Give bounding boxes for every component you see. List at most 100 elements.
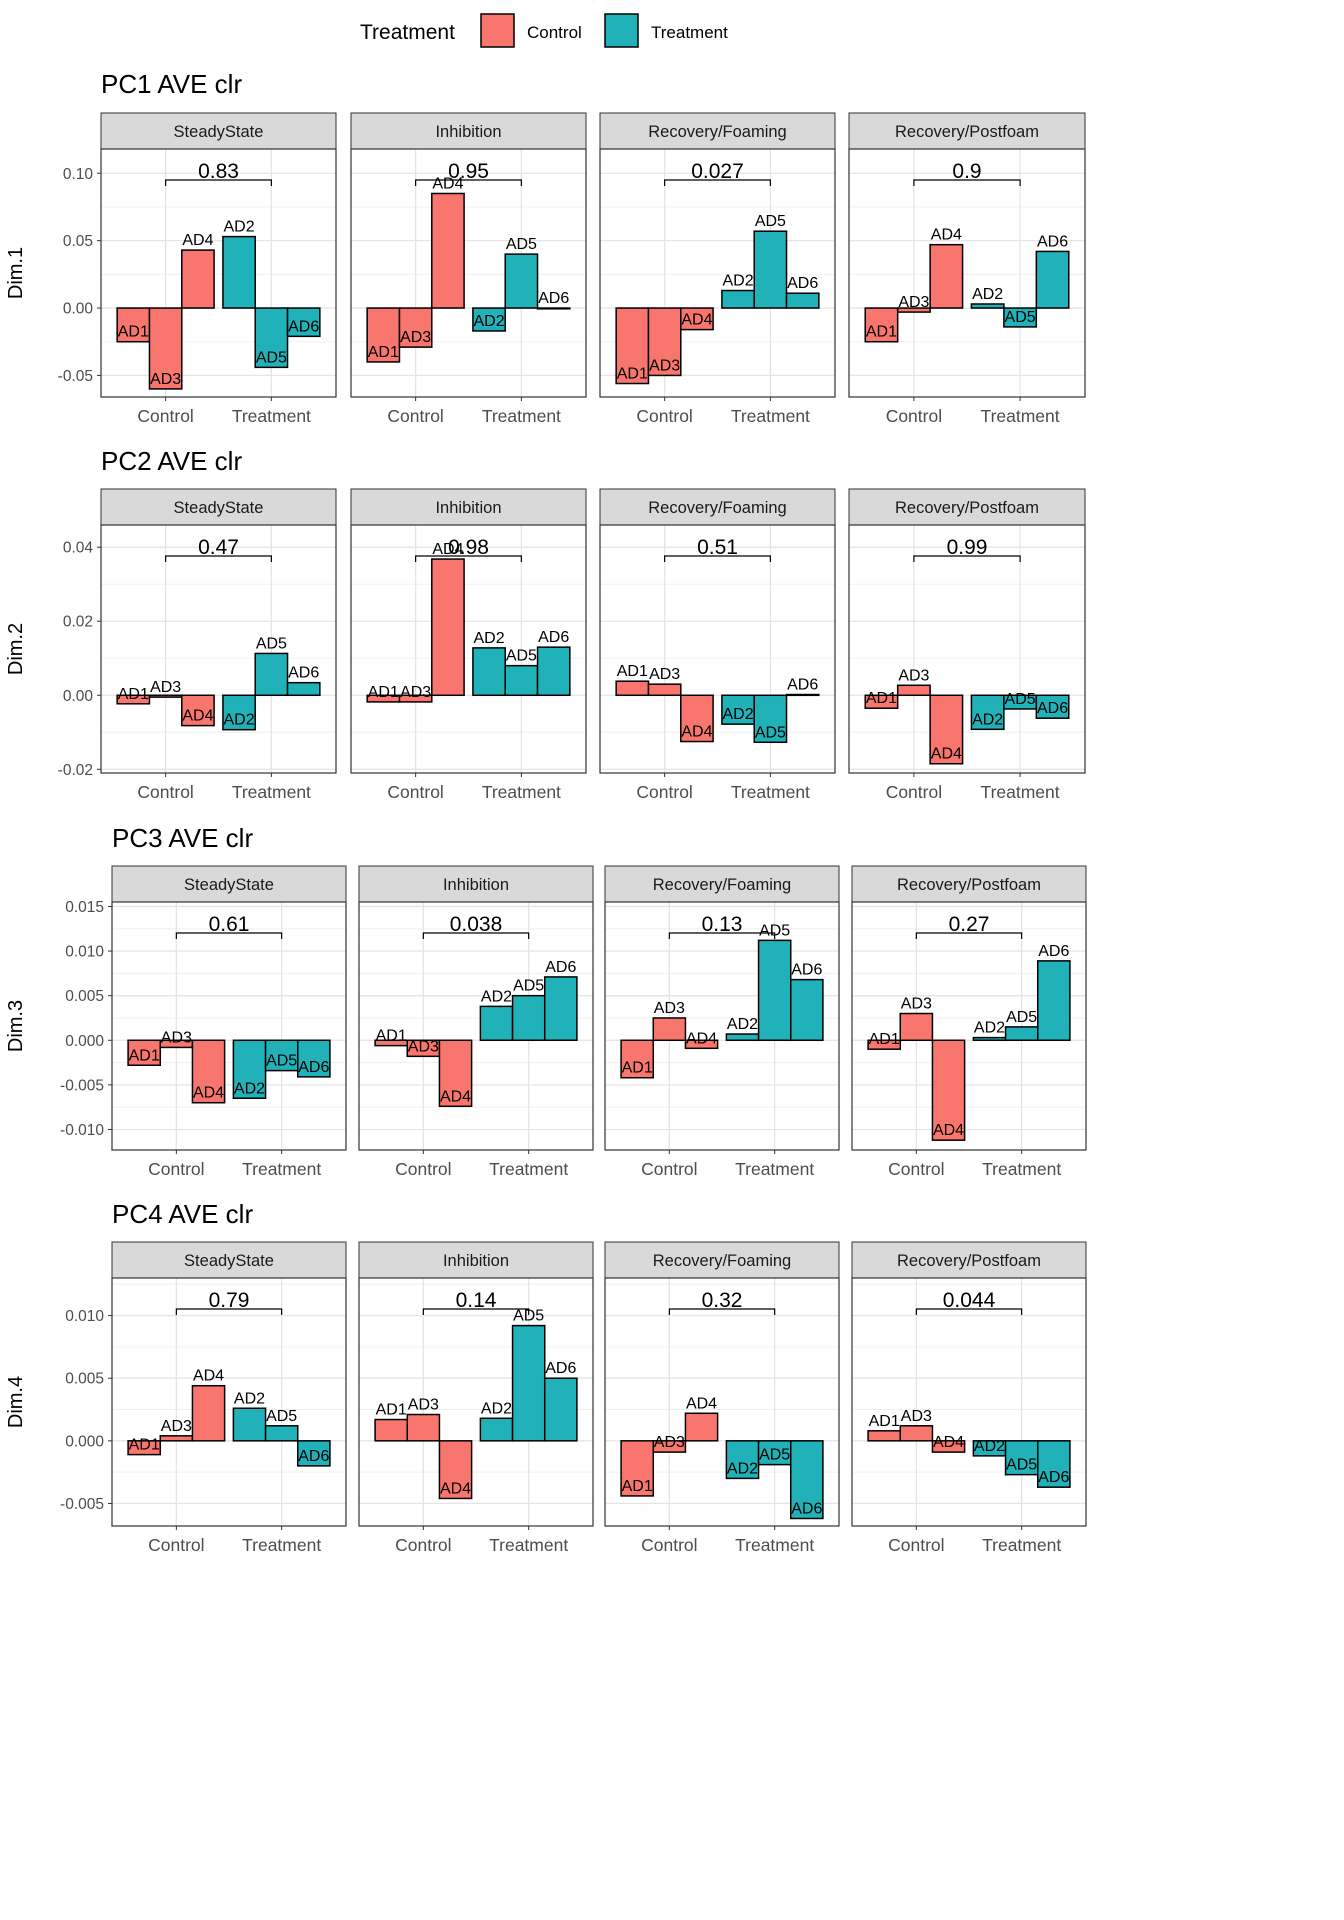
- bar-ad5: [1004, 1440, 1039, 1476]
- bar-ad2: [479, 1417, 514, 1442]
- panel-border: [358, 1277, 594, 1527]
- bar-ad5: [753, 694, 788, 744]
- x-tick-label: Treatment: [981, 406, 1060, 426]
- facet-strip: [851, 865, 1087, 903]
- bar-ad6: [543, 976, 578, 1042]
- bar-label: AD1: [118, 686, 149, 703]
- bar-ad1: [116, 307, 151, 343]
- x-tick-label: Treatment: [232, 782, 311, 802]
- bar-ad4: [680, 694, 714, 743]
- bar-label: AD6: [1038, 1469, 1069, 1486]
- facet-strip-label: Recovery/Postfoam: [897, 1252, 1041, 1270]
- bar-label: AD6: [538, 629, 569, 646]
- p-value-label: 0.13: [702, 913, 743, 936]
- bar-ad5: [753, 230, 788, 309]
- bar-ad1: [620, 1440, 655, 1497]
- bar-label: AD1: [622, 1478, 653, 1495]
- bar-ad3: [896, 307, 931, 313]
- bar-ad6: [789, 978, 824, 1042]
- y-tick-label: -0.005: [60, 1077, 104, 1094]
- panel-border: [100, 524, 337, 774]
- bar-ad6: [1035, 250, 1070, 309]
- bar-ad5: [254, 307, 289, 369]
- facet-strip: [604, 1241, 840, 1279]
- panel-border: [848, 148, 1086, 398]
- bar-ad2: [472, 307, 506, 332]
- bar-ad4: [191, 1384, 226, 1442]
- bar-ad2: [232, 1407, 267, 1442]
- bar-ad2: [222, 694, 256, 731]
- bar-label: AD1: [617, 366, 648, 383]
- bar-label: AD1: [869, 1031, 900, 1048]
- y-tick-label: 0.000: [65, 1033, 104, 1050]
- bar-label: AD2: [727, 1016, 758, 1033]
- facet-strip: [350, 112, 587, 150]
- bar-ad1: [620, 1039, 655, 1079]
- bar-label: AD1: [617, 663, 648, 680]
- chart-title: PC1 AVE clr: [101, 69, 242, 99]
- significance-bracket: [165, 179, 272, 186]
- x-tick-label: Treatment: [735, 1535, 814, 1555]
- p-value-label: 0.027: [691, 160, 744, 183]
- bar-ad5: [264, 1425, 299, 1442]
- y-axis-label: Dim.3: [5, 1000, 27, 1052]
- y-tick-label: 0.00: [63, 688, 94, 705]
- facet-strip: [848, 488, 1086, 526]
- bar-label: AD6: [298, 1448, 329, 1465]
- y-tick-label: 0.02: [63, 614, 93, 631]
- significance-bracket: [415, 179, 522, 186]
- bar-label: AD3: [400, 684, 431, 701]
- facet-strip-label: SteadyState: [174, 499, 264, 517]
- bar-label: AD4: [193, 1085, 224, 1102]
- bar-ad1: [615, 307, 650, 385]
- p-value-label: 0.83: [198, 160, 239, 183]
- x-tick-label: Treatment: [981, 782, 1060, 802]
- x-tick-label: Control: [888, 1535, 944, 1555]
- bar-label: AD3: [161, 1418, 192, 1435]
- facet-strip-label: SteadyState: [184, 1252, 274, 1270]
- p-value-label: 0.98: [448, 536, 489, 559]
- bar-label: AD4: [182, 232, 213, 249]
- panel-border: [604, 901, 840, 1151]
- plot-area: [112, 902, 346, 1150]
- x-tick-label: Control: [148, 1159, 204, 1179]
- bar-ad1: [116, 694, 151, 705]
- x-tick-label: Treatment: [982, 1535, 1061, 1555]
- bar-label: AD5: [513, 978, 544, 995]
- p-value-label: 0.32: [702, 1289, 743, 1312]
- bar-label: AD5: [755, 213, 786, 230]
- x-tick-label: Control: [395, 1535, 451, 1555]
- x-tick-label: Treatment: [482, 782, 561, 802]
- bar-label: AD3: [898, 294, 929, 311]
- bar-label: AD1: [368, 344, 399, 361]
- facet-strip: [111, 1241, 347, 1279]
- legend-title: Treatment: [360, 21, 455, 44]
- facet-strip-label: SteadyState: [184, 876, 274, 894]
- bar-ad2: [725, 1033, 760, 1042]
- bar-ad1: [864, 307, 899, 343]
- bar-label: AD5: [506, 236, 537, 253]
- bar-ad2: [725, 1440, 760, 1480]
- bar-label: AD4: [432, 541, 463, 558]
- significance-bracket: [175, 932, 283, 939]
- pc-chart-row: PC1 AVE clr Dim.1 0.10 0.05 0.00 -0.05 SteadyS…: [5, 69, 1086, 426]
- bar-ad2: [472, 647, 506, 697]
- bar-label: AD6: [787, 677, 818, 694]
- p-value-label: 0.61: [209, 913, 250, 936]
- bar-label: AD4: [931, 746, 962, 763]
- y-tick-label: -0.010: [60, 1122, 104, 1139]
- bar-ad5: [511, 994, 546, 1042]
- y-tick-label: 0.010: [65, 944, 104, 961]
- y-tick-label: -0.05: [58, 368, 93, 385]
- bar-ad5: [504, 664, 539, 697]
- y-tick-label: 0.010: [65, 1308, 104, 1325]
- significance-bracket: [915, 932, 1023, 939]
- facet-strip-label: SteadyState: [174, 123, 264, 141]
- facet-strip-label: Inhibition: [443, 1252, 509, 1270]
- bar-label: AD2: [234, 1390, 265, 1407]
- bar-label: AD6: [1037, 700, 1068, 717]
